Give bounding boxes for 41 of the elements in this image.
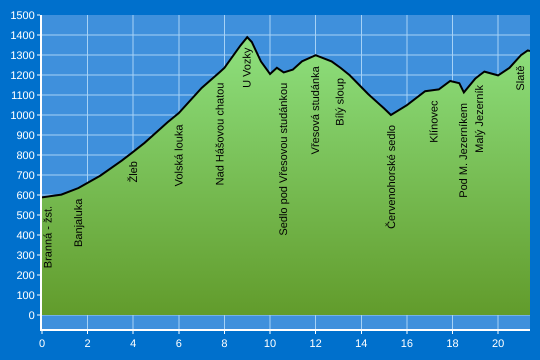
annotation: Bílý sloup <box>334 78 347 126</box>
annotation: Vřesová studánka <box>310 65 322 154</box>
annotation: Žleb <box>126 161 140 183</box>
x-tick-label: 2 <box>84 338 91 350</box>
y-tick-label: 1500 <box>10 10 35 22</box>
annotation: Branná - žst. <box>42 206 54 268</box>
y-tick-label: 0 <box>28 310 35 322</box>
y-tick-label: 600 <box>16 190 35 202</box>
y-tick-label: 1300 <box>10 50 35 62</box>
x-tick-label: 20 <box>492 338 504 350</box>
annotation: U Vozky <box>242 47 254 88</box>
annotation: Sedlo pod Vřesovou studánkou <box>278 82 290 236</box>
y-tick-label: 100 <box>16 290 35 302</box>
y-tick-label: 1200 <box>10 70 35 82</box>
annotation: Slatě <box>515 66 528 91</box>
y-tick-label: 1100 <box>11 90 35 102</box>
x-tick-label: 18 <box>446 338 459 350</box>
y-tick-label: 900 <box>16 130 35 142</box>
x-tick-label: 4 <box>130 338 136 350</box>
x-tick-label: 14 <box>355 338 368 350</box>
y-tick-label: 800 <box>16 150 35 162</box>
y-tick-label: 1400 <box>10 30 35 42</box>
annotation: Červenohorské sedlo <box>384 124 398 229</box>
x-tick-label: 0 <box>38 338 46 350</box>
y-tick-label: 1000 <box>10 110 35 122</box>
annotation: Malý Jezerník <box>474 84 486 153</box>
x-tick-label: 8 <box>221 338 228 350</box>
annotation: Banjaluka <box>72 198 85 247</box>
y-tick-label: 500 <box>16 210 35 222</box>
x-tick-label: 12 <box>310 338 322 350</box>
y-tick-label: 400 <box>16 230 35 242</box>
x-tick-label: 10 <box>264 338 276 350</box>
annotation: Klínovec <box>428 100 441 143</box>
y-tick-label: 300 <box>16 250 35 262</box>
y-tick-label: 700 <box>16 170 35 182</box>
x-tick-label: 16 <box>400 338 413 350</box>
annotation: Nad Hášovou chatou <box>214 82 226 186</box>
x-tick-label: 6 <box>176 338 182 350</box>
annotation: Pod M. Jezerníkem <box>458 103 470 198</box>
y-tick-label: 200 <box>16 270 35 282</box>
annotation: Volská louka <box>173 124 186 186</box>
